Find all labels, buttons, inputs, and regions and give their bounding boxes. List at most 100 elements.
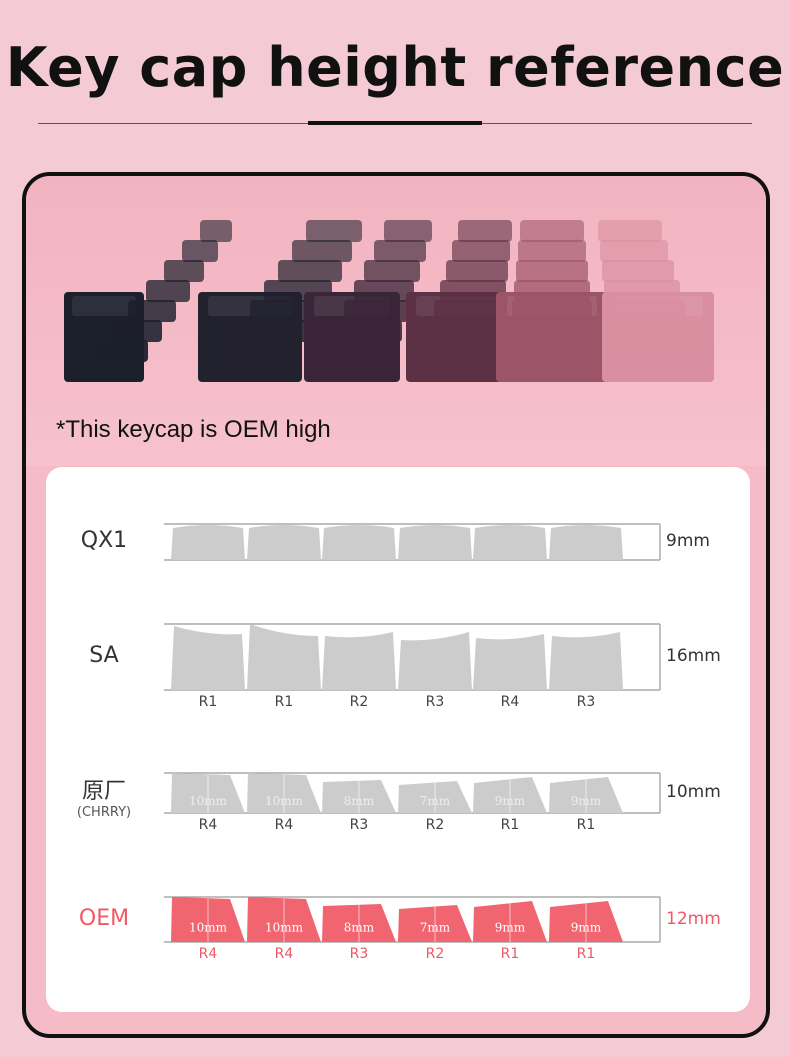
keycap-profile-shape xyxy=(247,624,321,690)
profile-height: 9mm xyxy=(666,531,710,551)
row-label: R4 xyxy=(274,946,294,962)
key-height-label: 8mm xyxy=(344,794,375,808)
keycap xyxy=(508,340,596,362)
keycap xyxy=(518,240,586,262)
page-title: Key cap height reference xyxy=(5,36,785,99)
keycap xyxy=(598,220,662,242)
keycap xyxy=(452,240,510,262)
keycap xyxy=(516,260,588,282)
keycap-profile-shape xyxy=(247,525,321,560)
profile-diagram xyxy=(164,523,661,561)
key-height-label: 10mm xyxy=(189,794,228,808)
keycap xyxy=(324,340,396,362)
row-label: R2 xyxy=(425,946,445,962)
profile-row-qx1: QX1 9mm xyxy=(46,523,750,561)
keycap xyxy=(164,260,204,282)
keycap xyxy=(422,340,500,362)
row-label: R3 xyxy=(576,694,596,710)
keycap xyxy=(608,320,692,342)
keycap xyxy=(182,240,218,262)
keycap xyxy=(364,260,420,282)
row-label: R4 xyxy=(198,817,218,833)
keycap xyxy=(512,300,592,322)
keycap xyxy=(374,240,426,262)
keycap xyxy=(384,220,432,242)
keycap xyxy=(110,320,162,342)
keycap xyxy=(292,240,352,262)
keycap-profile-shape xyxy=(398,632,472,690)
keycap xyxy=(278,260,342,282)
keycap-profile-shape xyxy=(549,632,623,690)
keycap xyxy=(510,320,594,342)
keycap xyxy=(354,280,414,302)
keycap xyxy=(434,300,504,322)
key-height-label: 8mm xyxy=(344,921,375,935)
key-height-label: 7mm xyxy=(420,921,451,935)
keycap xyxy=(514,280,590,302)
keycap-profile-shape xyxy=(398,525,472,560)
key-height-label: 10mm xyxy=(265,794,304,808)
profile-name: QX1 xyxy=(80,528,128,553)
keycap-photo xyxy=(26,176,766,466)
keycap xyxy=(236,320,312,342)
keycap-profile-shape xyxy=(322,525,396,560)
keycap xyxy=(200,220,232,242)
profile-name: SA xyxy=(89,643,119,668)
keycap-profile-shape xyxy=(171,626,245,690)
key-height-label: 9mm xyxy=(571,921,602,935)
key-height-label: 9mm xyxy=(571,794,602,808)
row-label: R1 xyxy=(500,817,520,833)
keycap xyxy=(146,280,190,302)
profile-name: OEM xyxy=(78,905,130,931)
key-height-label: 7mm xyxy=(420,794,451,808)
keycap-profile-shape xyxy=(171,525,245,560)
profile-height: 10mm xyxy=(666,782,721,802)
row-label: R4 xyxy=(274,817,294,833)
row-label: R1 xyxy=(500,946,520,962)
keycap-profile-shape xyxy=(322,632,396,690)
keycap xyxy=(604,280,680,302)
keycap xyxy=(610,340,698,362)
profile-diagram xyxy=(164,623,661,691)
row-label: R4 xyxy=(500,694,520,710)
keycap xyxy=(446,260,508,282)
keycap xyxy=(602,260,674,282)
profile-row-sa: SA 16mm R1 R1 R2 R3 R4 R3 xyxy=(46,623,750,710)
keycap xyxy=(440,280,506,302)
keycap xyxy=(428,320,502,342)
keycap xyxy=(600,240,668,262)
row-label: R2 xyxy=(349,694,369,710)
keycap xyxy=(458,220,512,242)
profile-diagram: 10mm 10mm 8mm 7mm 9mm 9mm xyxy=(164,772,661,814)
content-frame: *This keycap is OEM high QX1 9mm SA 16mm R1 R… xyxy=(22,172,770,1038)
keycap-top xyxy=(72,296,136,316)
key-height-label: 10mm xyxy=(265,921,304,935)
key-height-label: 10mm xyxy=(189,921,228,935)
keycap xyxy=(222,340,302,362)
profile-diagram: 10mm 10mm 8mm 7mm 9mm 9mm xyxy=(164,896,661,943)
row-label: R1 xyxy=(198,694,218,710)
profile-height: 12mm xyxy=(666,908,721,929)
keycap xyxy=(606,300,686,322)
key-height-label: 9mm xyxy=(495,794,526,808)
keycap-profile-shape xyxy=(473,634,547,690)
row-label: R2 xyxy=(425,817,445,833)
keycap xyxy=(520,220,584,242)
row-label: R3 xyxy=(349,946,369,962)
row-label: R4 xyxy=(198,946,218,962)
profile-name: 原厂 xyxy=(81,779,126,804)
title-divider-accent xyxy=(308,121,482,125)
row-label: R1 xyxy=(576,817,596,833)
key-height-label: 9mm xyxy=(495,921,526,935)
keycap xyxy=(334,320,402,342)
row-label: R3 xyxy=(425,694,445,710)
keycap xyxy=(128,300,176,322)
height-comparison-panel: QX1 9mm SA 16mm R1 R1 R2 R3 R4 R3 原厂 (CHRRY) 10mm 10m… xyxy=(46,467,750,1012)
keycap xyxy=(92,340,148,362)
profile-height: 16mm xyxy=(666,646,721,666)
profile-row-cherry: 原厂 (CHRRY) 10mm 10mm 10mm 8mm 7mm 9mm 9mm R4 R4 R3 R… xyxy=(46,772,750,833)
keycap-profile-shape xyxy=(549,525,623,560)
row-label: R3 xyxy=(349,817,369,833)
row-label: R1 xyxy=(576,946,596,962)
keycap-profile-shape xyxy=(473,525,547,560)
